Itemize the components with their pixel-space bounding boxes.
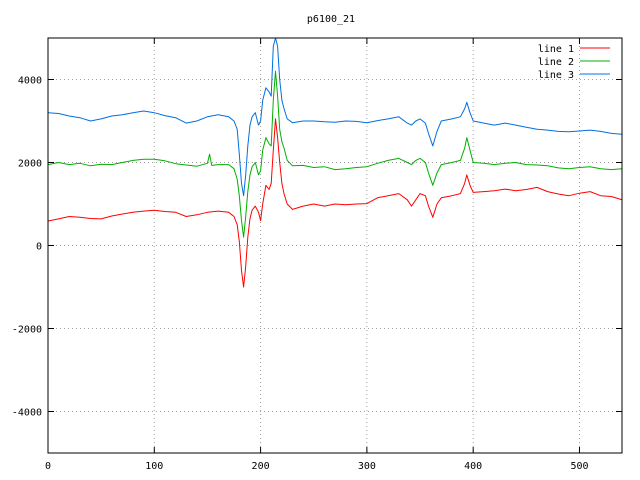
legend-label: line 3 [538, 70, 574, 81]
x-tick-label: 0 [45, 461, 51, 472]
x-tick-label: 500 [570, 461, 588, 472]
x-tick-label: 200 [252, 461, 270, 472]
y-tick-label: -4000 [12, 408, 42, 419]
legend-label: line 2 [538, 57, 574, 68]
chart-title: p6100_21 [307, 14, 355, 25]
y-tick-label: -2000 [12, 325, 42, 336]
series-line-3 [48, 38, 622, 197]
series-layer [48, 38, 622, 288]
x-tick-label: 100 [145, 461, 163, 472]
y-tick-label: 4000 [18, 76, 42, 87]
legend: line 1 line 2 line 3 [538, 44, 610, 81]
series-line-2 [48, 70, 622, 238]
x-tick-label: 300 [358, 461, 376, 472]
plot-frame [47, 37, 623, 454]
y-axis: -4000 -2000 0 2000 4000 [12, 76, 622, 419]
legend-label: line 1 [538, 44, 574, 55]
x-axis: 0 100 200 300 400 500 [45, 38, 589, 472]
series-line-1 [48, 118, 622, 288]
x-tick-label: 400 [464, 461, 482, 472]
y-tick-label: 0 [36, 242, 42, 253]
grid [48, 38, 622, 453]
y-tick-label: 2000 [18, 159, 42, 170]
